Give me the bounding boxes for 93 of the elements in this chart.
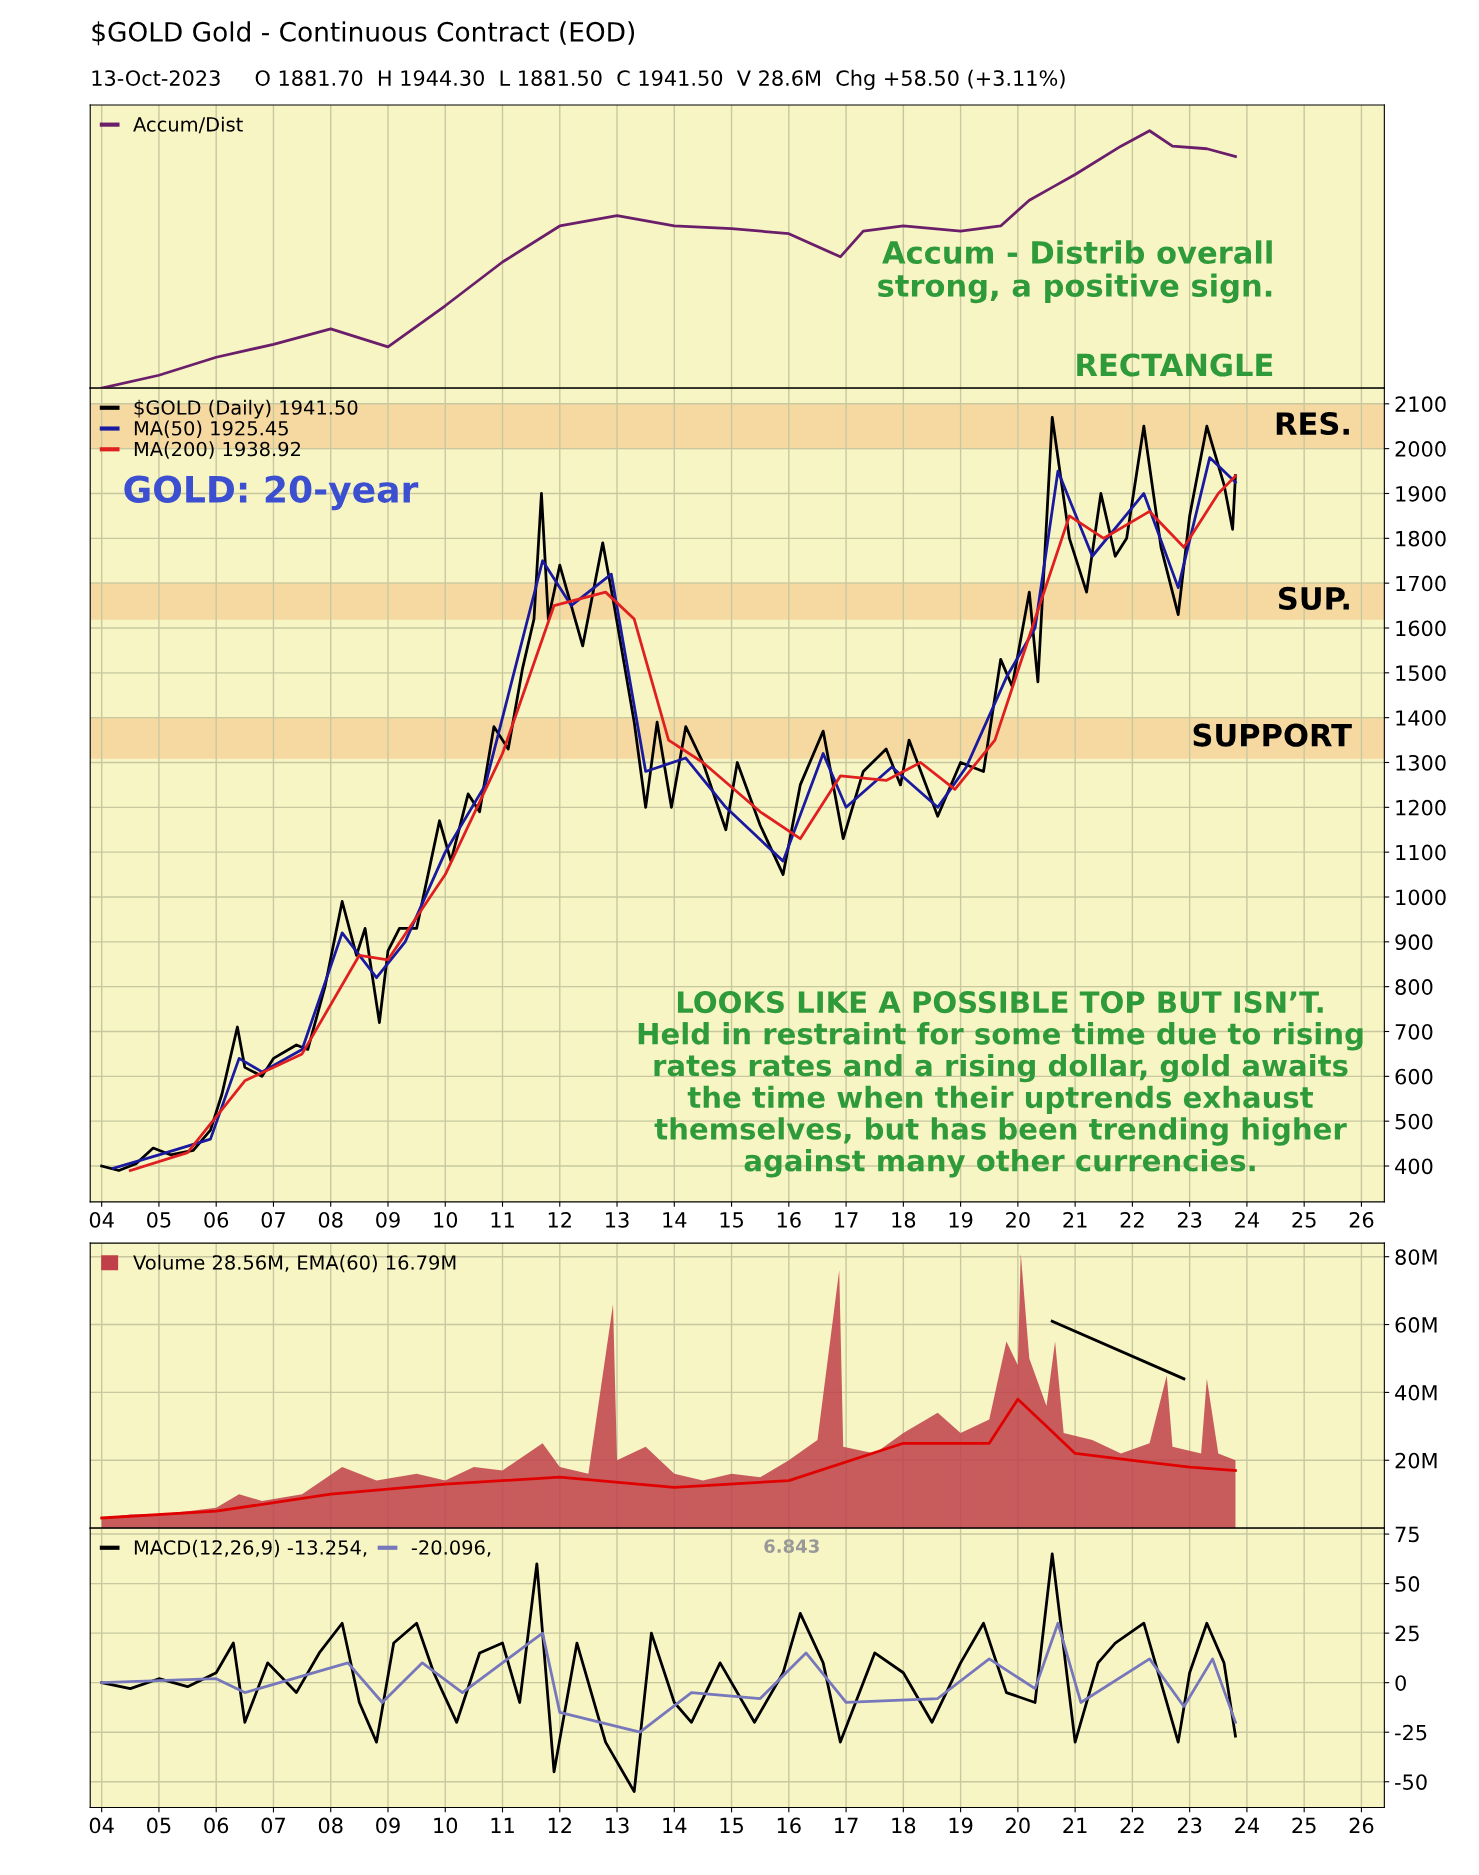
y-tick-label: 900 [1395, 934, 1433, 951]
x-tick-label: 19 [949, 1211, 973, 1228]
x-tick-label: 06 [204, 1817, 229, 1834]
x-tick-label: 18 [892, 1211, 916, 1228]
x-tick-label: 26 [1349, 1211, 1374, 1228]
x-tick-label: 24 [1235, 1817, 1259, 1834]
legend-label: -20.096, [411, 1540, 491, 1557]
y-tick-label: 60M [1395, 1317, 1437, 1333]
y-tick-label: 25 [1395, 1625, 1419, 1642]
x-tick-label: 24 [1235, 1211, 1259, 1228]
y-tick-label: 1400 [1396, 710, 1446, 726]
x-tick-label: 17 [835, 1212, 858, 1228]
x-tick-label: 14 [663, 1817, 687, 1834]
legend-label: Accum/Dist [133, 116, 243, 134]
x-tick-label: 22 [1120, 1211, 1144, 1228]
x-tick-label: 07 [261, 1211, 285, 1228]
legend-label: MACD(12,26,9) -13.254, [134, 1539, 367, 1558]
x-tick-label: 15 [720, 1212, 743, 1228]
y-tick-label: 1000 [1396, 889, 1446, 906]
x-tick-label: 13 [606, 1817, 629, 1834]
x-tick-label: 16 [777, 1211, 801, 1228]
y-tick-label: -25 [1395, 1724, 1427, 1741]
y-tick-label: 1300 [1396, 754, 1446, 771]
x-tick-label: 25 [1292, 1211, 1316, 1228]
chart-title: $GOLD Gold - Continuous Contract (EOD) [92, 21, 635, 46]
x-tick-label: 04 [89, 1817, 114, 1834]
x-tick-label: 20 [1006, 1817, 1030, 1834]
x-tick-label: 07 [261, 1817, 285, 1834]
y-tick-label: 1200 [1396, 799, 1446, 816]
x-tick-label: 14 [663, 1212, 687, 1228]
y-tick-label: 1800 [1396, 530, 1446, 547]
y-tick-label: 1600 [1396, 620, 1446, 637]
y-tick-label: 50 [1395, 1576, 1420, 1592]
x-tick-label: 21 [1063, 1817, 1087, 1834]
legend-label: MA(50) 1925.45 [134, 420, 288, 438]
line-series [100, 1397, 1237, 1520]
legend-label: Volume 28.56M, EMA(60) 16.79M [133, 1254, 456, 1273]
x-tick-label: 22 [1120, 1817, 1144, 1834]
x-tick-label: 08 [318, 1211, 343, 1228]
x-tick-label: 21 [1063, 1211, 1087, 1228]
band-label: SUPPORT [1193, 723, 1352, 747]
legend-label: MA(200) 1938.92 [134, 441, 300, 459]
y-tick-label: 1500 [1396, 665, 1446, 682]
y-tick-label: 500 [1395, 1113, 1433, 1130]
annotation: RECTANGLE [1077, 353, 1273, 377]
band-label: RES. [1276, 411, 1349, 436]
y-tick-label: 2100 [1395, 396, 1446, 413]
x-tick-label: 15 [720, 1817, 743, 1834]
x-tick-label: 04 [89, 1211, 114, 1228]
x-tick-label: 09 [376, 1211, 400, 1228]
x-tick-label: 12 [548, 1211, 571, 1228]
annotation: 6.843 [764, 1539, 819, 1553]
x-tick-label: 10 [434, 1817, 458, 1834]
x-tick-label: 08 [318, 1817, 343, 1834]
line-series [100, 1621, 1237, 1734]
x-tick-label: 05 [147, 1817, 171, 1834]
x-tick-label: 23 [1177, 1817, 1202, 1834]
x-tick-label: 12 [548, 1817, 571, 1834]
x-tick-label: 17 [835, 1817, 858, 1834]
x-tick-label: 23 [1177, 1211, 1202, 1228]
band-label: SUP. [1278, 586, 1349, 610]
y-tick-label: 2000 [1395, 441, 1446, 457]
y-tick-label: 0 [1395, 1675, 1406, 1691]
y-tick-label: 400 [1395, 1158, 1433, 1175]
y-tick-label: -50 [1395, 1774, 1427, 1790]
y-tick-label: 1700 [1396, 575, 1446, 592]
x-tick-label: 25 [1292, 1817, 1316, 1834]
y-tick-label: 80M [1395, 1249, 1437, 1265]
legend-label: $GOLD (Daily) 1941.50 [134, 399, 358, 419]
y-tick-label: 40M [1395, 1384, 1437, 1401]
y-tick-label: 800 [1395, 979, 1433, 995]
x-tick-label: 06 [204, 1211, 229, 1228]
x-tick-label: 11 [491, 1212, 514, 1228]
x-tick-label: 16 [777, 1817, 801, 1834]
chart-subtitle: 13-Oct-2023 O 1881.70 H 1944.30 L 1881.50 C 1941.50 V 28.6M Chg +58.50 (+3.11%) [92, 69, 1065, 90]
x-tick-label: 09 [376, 1817, 400, 1834]
x-tick-label: 05 [147, 1211, 171, 1228]
annotation: LOOKS LIKE A POSSIBLE TOP BUT ISN’T. Held in restraint for some time due to rising rates rates and a rising dollar, gold awaits the time when their uptrends exhaust themselves, but has been trending higher against many other currencies. [638, 991, 1363, 1178]
x-tick-label: 13 [606, 1211, 629, 1228]
y-tick-label: 1900 [1396, 485, 1446, 502]
x-tick-label: 20 [1006, 1211, 1030, 1228]
x-tick-label: 10 [434, 1211, 458, 1228]
annotation: Accum - Distrib overall strong, a positive sign. [878, 240, 1272, 304]
y-tick-label: 1100 [1396, 844, 1446, 861]
annotation: GOLD: 20-year [124, 475, 419, 511]
x-tick-label: 19 [949, 1817, 973, 1834]
y-tick-label: 75 [1395, 1526, 1419, 1543]
y-tick-label: 700 [1395, 1023, 1433, 1040]
y-tick-label: 20M [1395, 1452, 1437, 1469]
x-tick-label: 18 [892, 1817, 916, 1834]
y-tick-label: 600 [1395, 1068, 1433, 1085]
x-tick-label: 26 [1349, 1817, 1374, 1834]
x-tick-label: 11 [491, 1817, 514, 1834]
